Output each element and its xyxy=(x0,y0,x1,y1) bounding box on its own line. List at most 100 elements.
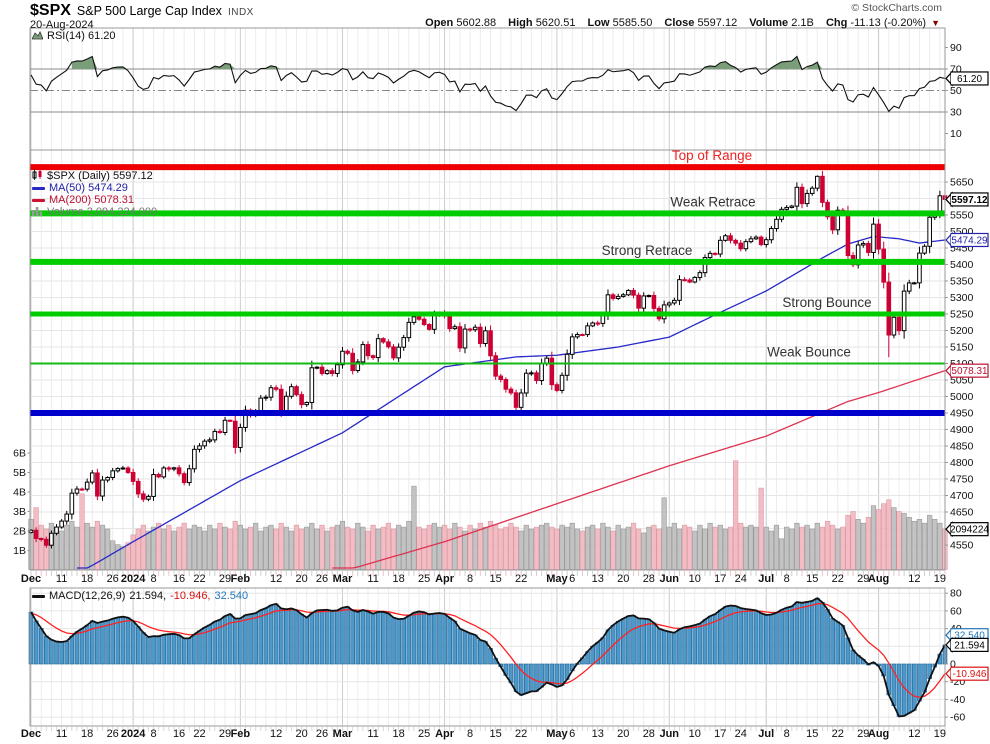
date-label: 24 xyxy=(735,728,747,740)
date-label: Jul xyxy=(758,728,774,740)
candlesticks xyxy=(28,170,948,549)
date-label: 20 xyxy=(295,573,307,585)
volume-legend-label: Volume 2,094,224,000 xyxy=(47,206,158,218)
date-label: 22 xyxy=(193,573,205,585)
date-label: Mar xyxy=(333,728,353,740)
macd-legend: MACD(12,26,9) 21.594, -10.946, 32.540 xyxy=(32,590,248,602)
date-label: 11 xyxy=(367,573,378,585)
date-label: May xyxy=(546,573,568,585)
date-label: 22 xyxy=(832,728,844,740)
value-tag: 32.540 xyxy=(954,631,985,642)
date-label: 29 xyxy=(857,573,869,585)
annotation-label: Strong Bounce xyxy=(782,295,871,310)
moving-averages xyxy=(76,235,946,569)
date-label: 11 xyxy=(56,573,67,585)
rsi-legend-label: RSI(14) 61.20 xyxy=(47,30,116,42)
date-label: 2024 xyxy=(121,728,146,740)
svg-text:4950: 4950 xyxy=(950,408,974,420)
date-label: 26 xyxy=(107,573,119,585)
svg-text:5200: 5200 xyxy=(950,325,974,337)
svg-text:1B: 1B xyxy=(13,545,26,557)
date-label: Apr xyxy=(435,573,455,585)
annotation-label: Top of Range xyxy=(672,148,752,163)
annotation-label: Weak Retrace xyxy=(670,194,755,209)
macd-legend-name: MACD(12,26,9) xyxy=(49,590,126,602)
date-label: 13 xyxy=(592,573,604,585)
date-label: 16 xyxy=(173,573,185,585)
svg-text:4900: 4900 xyxy=(950,424,974,436)
date-label: 8 xyxy=(150,573,156,585)
date-label: 24 xyxy=(735,573,747,585)
date-label: 13 xyxy=(592,728,604,740)
exchange-label: INDX xyxy=(227,7,254,18)
price-legend: $SPX (Daily) 5597.12 MA(50) 5474.29 MA(2… xyxy=(32,169,158,219)
date-label: 12 xyxy=(270,728,282,740)
svg-text:4850: 4850 xyxy=(950,441,974,453)
volume-bars-icon xyxy=(32,206,43,219)
date-label: Dec xyxy=(21,728,41,740)
date-label: 20 xyxy=(617,728,629,740)
date-label: Feb xyxy=(231,573,251,585)
date-label: 15 xyxy=(490,573,502,585)
value-tag: 2094224 xyxy=(950,525,989,536)
date-label: Apr xyxy=(435,728,455,740)
annotation-lines: Top of Range Weak Retrace Strong Retrace St… xyxy=(30,148,945,416)
svg-text:50: 50 xyxy=(950,85,962,97)
date-label: 22 xyxy=(832,573,844,585)
macd-line-icon xyxy=(32,594,45,598)
date-label: 29 xyxy=(219,728,231,740)
svg-text:5550: 5550 xyxy=(950,210,974,222)
annotation-label: Weak Bounce xyxy=(767,345,851,360)
date-label: 17 xyxy=(714,573,726,585)
date-label: 8 xyxy=(467,573,473,585)
date-label: 12 xyxy=(908,573,920,585)
change-down-arrow-icon: ▼ xyxy=(931,18,940,28)
svg-text:5300: 5300 xyxy=(950,292,974,304)
svg-text:5000: 5000 xyxy=(950,391,974,403)
macd-value: 21.594, xyxy=(129,590,167,602)
date-label: 12 xyxy=(270,573,282,585)
volume-bars xyxy=(28,460,948,570)
date-label: 17 xyxy=(714,728,726,740)
svg-text:4700: 4700 xyxy=(950,490,974,502)
date-label: 26 xyxy=(316,573,328,585)
open-value: 5602.88 xyxy=(456,17,497,29)
date-label: 18 xyxy=(81,573,93,585)
rsi-legend: RSI(14) 61.20 xyxy=(31,30,116,42)
svg-text:-40: -40 xyxy=(950,694,965,706)
svg-text:4B: 4B xyxy=(13,487,26,499)
value-tag: 61.20 xyxy=(957,74,982,85)
date-label: 6 xyxy=(569,573,575,585)
svg-text:-60: -60 xyxy=(950,712,965,724)
macd-plot xyxy=(28,597,948,718)
chg-value: -11.13 (-0.20%) xyxy=(850,17,927,29)
value-tag: 21.594 xyxy=(954,640,985,651)
low-value: 5585.50 xyxy=(612,17,653,29)
date-label: 26 xyxy=(316,728,328,740)
date-label: 11 xyxy=(56,728,67,740)
date-label: 15 xyxy=(806,728,818,740)
volume-label: Volume xyxy=(749,17,789,29)
date-label: 20 xyxy=(617,573,629,585)
date-label: 10 xyxy=(689,573,701,585)
date-label: 20 xyxy=(295,728,307,740)
date-label: Jun xyxy=(659,573,679,585)
date-label: 8 xyxy=(467,728,473,740)
svg-text:4650: 4650 xyxy=(950,507,974,519)
close-label: Close xyxy=(664,17,695,29)
date-label: Aug xyxy=(868,573,889,585)
date-label: 8 xyxy=(784,573,790,585)
date-label: May xyxy=(546,728,568,740)
value-tags: 61.20 5597.12 5474.29 5078.31 2094224 32.5402… xyxy=(945,70,989,682)
date-label: Jun xyxy=(659,728,679,740)
macd-signal-value: -10.946, xyxy=(170,590,211,602)
date-label: 18 xyxy=(81,728,93,740)
high-label: High xyxy=(508,17,533,29)
value-tag: -10.946 xyxy=(953,669,987,680)
svg-text:5350: 5350 xyxy=(950,276,974,288)
svg-text:2B: 2B xyxy=(13,526,26,538)
value-tag: 5078.31 xyxy=(951,366,988,377)
high-value: 5620.51 xyxy=(535,17,576,29)
date-label: 8 xyxy=(150,728,156,740)
